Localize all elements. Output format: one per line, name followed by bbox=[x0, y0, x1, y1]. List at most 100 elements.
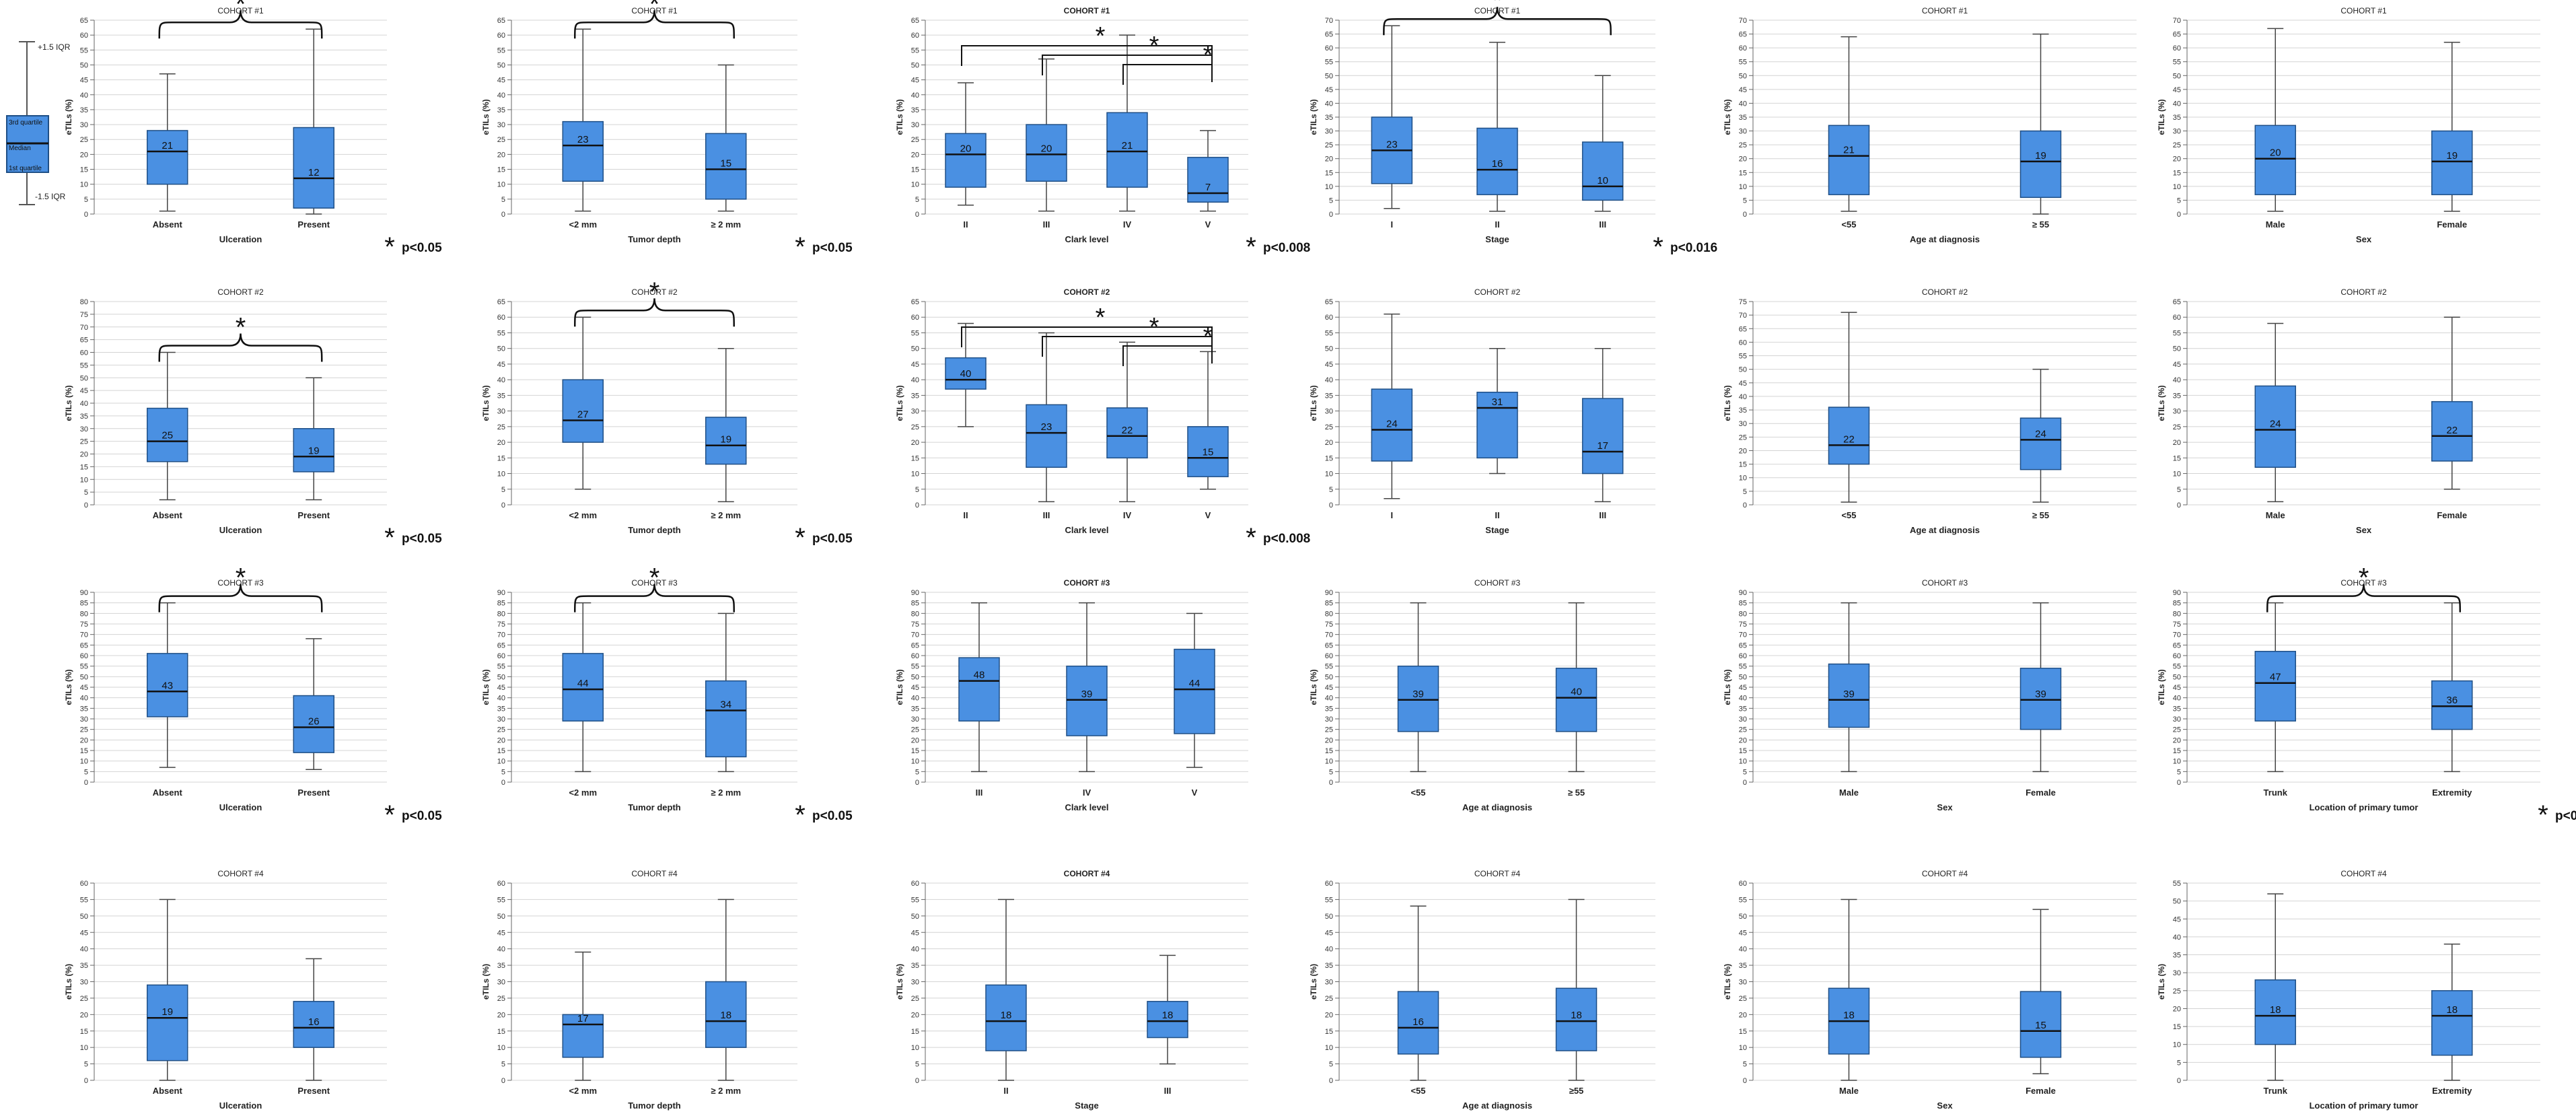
y-tick-label: 0 bbox=[1743, 1077, 1747, 1085]
y-tick-label: 65 bbox=[2173, 31, 2181, 39]
y-tick-label: 40 bbox=[80, 92, 88, 100]
box bbox=[1174, 648, 1215, 734]
significance-star: * bbox=[649, 277, 660, 307]
y-tick-label: 30 bbox=[1739, 128, 1747, 136]
box bbox=[705, 680, 747, 758]
x-tick-label: <2 mm bbox=[569, 510, 597, 520]
median-label: 16 bbox=[308, 1016, 320, 1028]
y-tick-label: 30 bbox=[80, 121, 88, 129]
y-tick-label: 25 bbox=[497, 726, 505, 734]
median-label: 24 bbox=[1386, 418, 1398, 429]
y-axis-label: eTILs (%) bbox=[895, 385, 904, 421]
y-tick-label: 90 bbox=[497, 589, 505, 597]
y-tick-label: 25 bbox=[911, 726, 919, 734]
y-tick-label: 80 bbox=[497, 610, 505, 618]
y-tick-label: 40 bbox=[911, 92, 919, 100]
box bbox=[2431, 400, 2473, 462]
pvalue-star: * bbox=[1653, 232, 1663, 262]
y-tick-label: 60 bbox=[911, 880, 919, 888]
y-tick-label: 50 bbox=[1325, 673, 1333, 681]
box-plot-panel: 0 5 10 15 20 25 30 35 40 45 50 55 60 65 COHORT #1 eTILs… bbox=[895, 6, 1310, 262]
y-tick-label: 60 bbox=[80, 880, 88, 888]
box bbox=[2254, 125, 2296, 195]
y-tick-label: 45 bbox=[80, 684, 88, 692]
y-axis-label: eTILs (%) bbox=[64, 964, 73, 1000]
y-tick-label: 15 bbox=[497, 1028, 505, 1036]
chart-title: COHORT #3 bbox=[1064, 578, 1110, 588]
box bbox=[1397, 991, 1439, 1055]
significance-star: * bbox=[1149, 32, 1159, 60]
y-tick-label: 10 bbox=[80, 758, 88, 766]
y-tick-label: 40 bbox=[497, 946, 505, 954]
x-axis-label: Location of primary tumor bbox=[2310, 1100, 2419, 1111]
y-tick-label: 5 bbox=[915, 1061, 919, 1069]
y-tick-label: 50 bbox=[1739, 673, 1747, 681]
y-tick-label: 0 bbox=[1743, 779, 1747, 787]
y-tick-label: 50 bbox=[497, 673, 505, 681]
median-label: 48 bbox=[974, 670, 985, 681]
y-tick-label: 50 bbox=[497, 61, 505, 69]
y-tick-label: 65 bbox=[1325, 298, 1333, 306]
x-tick-label: V bbox=[1205, 510, 1211, 520]
y-tick-label: 45 bbox=[2173, 684, 2181, 692]
x-tick-label: ≥ 2 mm bbox=[711, 219, 741, 230]
y-tick-label: 50 bbox=[2173, 898, 2181, 906]
y-tick-label: 0 bbox=[1743, 211, 1747, 219]
x-axis-label: Sex bbox=[2356, 525, 2372, 535]
y-tick-label: 90 bbox=[1739, 589, 1747, 597]
y-tick-label: 20 bbox=[1739, 1011, 1747, 1019]
y-tick-label: 70 bbox=[80, 324, 88, 332]
median-label: 27 bbox=[577, 409, 589, 421]
median-label: 12 bbox=[308, 167, 320, 178]
significance-star: * bbox=[1096, 22, 1106, 50]
significance-star: * bbox=[649, 563, 660, 593]
y-tick-label: 55 bbox=[80, 361, 88, 370]
y-tick-label: 5 bbox=[84, 489, 88, 497]
x-tick-label: I bbox=[1391, 510, 1394, 520]
x-axis-label: Age at diagnosis bbox=[1910, 234, 1980, 244]
y-tick-label: 15 bbox=[1325, 169, 1333, 177]
box bbox=[1026, 404, 1067, 468]
y-tick-label: 15 bbox=[80, 463, 88, 471]
y-tick-label: 85 bbox=[2173, 600, 2181, 608]
box bbox=[985, 984, 1027, 1051]
box bbox=[293, 127, 334, 209]
y-tick-label: 65 bbox=[497, 641, 505, 650]
y-tick-label: 25 bbox=[497, 995, 505, 1003]
y-tick-label: 15 bbox=[911, 747, 919, 755]
y-tick-label: 10 bbox=[911, 181, 919, 189]
median-label: 47 bbox=[2270, 672, 2281, 683]
median-label: 39 bbox=[1843, 689, 1855, 700]
y-tick-label: 30 bbox=[2173, 715, 2181, 724]
y-tick-label: 25 bbox=[80, 438, 88, 446]
x-tick-label: Present bbox=[297, 219, 330, 230]
y-tick-label: 10 bbox=[911, 1044, 919, 1052]
median-label: 25 bbox=[162, 430, 173, 442]
y-tick-label: 80 bbox=[1325, 610, 1333, 618]
box-plot-panel: 0 5 10 15 20 25 30 35 40 45 50 55 60 65 COHORT #2 eTILs… bbox=[895, 287, 1310, 553]
chart-title: COHORT #3 bbox=[217, 578, 264, 588]
y-tick-label: 60 bbox=[911, 32, 919, 40]
median-label: 17 bbox=[577, 1013, 589, 1024]
y-tick-label: 90 bbox=[2173, 589, 2181, 597]
y-tick-label: 45 bbox=[497, 77, 505, 85]
significance-bracket bbox=[1122, 64, 1213, 85]
y-tick-label: 80 bbox=[911, 610, 919, 618]
y-tick-label: 35 bbox=[1739, 962, 1747, 970]
median-label: 18 bbox=[1001, 1010, 1012, 1021]
box bbox=[1187, 157, 1229, 203]
y-tick-label: 20 bbox=[911, 1011, 919, 1019]
y-tick-label: 40 bbox=[2173, 376, 2181, 384]
y-tick-label: 55 bbox=[1739, 353, 1747, 361]
y-tick-label: 50 bbox=[1739, 72, 1747, 80]
pvalue-label: p<0.016 bbox=[1670, 241, 1717, 255]
y-tick-label: 15 bbox=[1325, 747, 1333, 755]
y-tick-label: 5 bbox=[501, 486, 505, 494]
y-tick-label: 15 bbox=[2173, 454, 2181, 462]
y-tick-label: 5 bbox=[1743, 1061, 1747, 1069]
y-tick-label: 20 bbox=[1325, 736, 1333, 744]
y-tick-label: 40 bbox=[497, 376, 505, 384]
y-tick-label: 20 bbox=[911, 736, 919, 744]
y-tick-label: 0 bbox=[84, 211, 88, 219]
